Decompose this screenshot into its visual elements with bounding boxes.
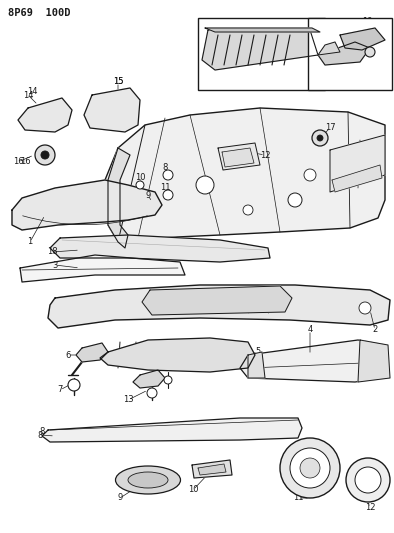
Circle shape [164,376,172,384]
Text: 19: 19 [362,18,372,27]
Polygon shape [248,352,265,378]
Polygon shape [218,143,260,170]
Polygon shape [108,148,130,248]
Circle shape [68,379,80,391]
Circle shape [359,302,371,314]
Circle shape [304,169,316,181]
Circle shape [280,438,340,498]
Polygon shape [84,88,140,132]
Text: 6: 6 [65,351,71,359]
Text: 18: 18 [46,247,57,256]
Polygon shape [202,30,318,70]
Text: 12: 12 [365,504,375,513]
Text: 8: 8 [162,164,168,173]
Text: 16: 16 [20,157,30,166]
Polygon shape [332,165,382,192]
Polygon shape [105,108,385,242]
Polygon shape [50,235,270,262]
Circle shape [163,190,173,200]
Text: 3: 3 [52,261,58,270]
Polygon shape [100,338,255,372]
Circle shape [41,151,49,159]
Circle shape [355,467,381,493]
Text: 5: 5 [255,348,260,357]
Circle shape [136,181,144,189]
Text: 16: 16 [13,157,23,166]
Text: 9: 9 [145,190,151,199]
Text: 20: 20 [340,74,350,83]
Circle shape [300,458,320,478]
Text: 14: 14 [23,91,33,100]
Polygon shape [48,285,390,328]
Polygon shape [20,255,185,282]
Text: 17: 17 [325,124,335,133]
Text: 7: 7 [57,385,63,394]
Ellipse shape [128,472,168,488]
Polygon shape [222,148,254,167]
Text: 21: 21 [265,74,275,83]
Polygon shape [318,42,340,55]
Circle shape [346,458,390,502]
Bar [198,18,325,90]
Polygon shape [18,98,72,132]
Text: 13: 13 [123,395,133,405]
Polygon shape [142,286,292,315]
Text: 8P69  100D: 8P69 100D [8,8,71,18]
Text: 20: 20 [345,68,355,77]
Text: 11: 11 [160,183,170,192]
Bar [308,18,392,90]
Circle shape [147,388,157,398]
Polygon shape [42,418,302,442]
Text: 2: 2 [372,326,377,335]
Circle shape [288,193,302,207]
Text: 10: 10 [188,486,198,495]
Circle shape [290,448,330,488]
Text: 8: 8 [39,427,45,437]
Text: 21: 21 [263,77,273,86]
Circle shape [365,47,375,57]
Circle shape [163,170,173,180]
Circle shape [243,205,253,215]
Text: 15: 15 [113,77,123,86]
Polygon shape [240,340,388,382]
Polygon shape [12,180,162,230]
Text: 14: 14 [27,87,37,96]
Polygon shape [205,28,320,32]
Polygon shape [358,340,390,382]
Text: 12: 12 [260,150,270,159]
Ellipse shape [115,466,180,494]
Text: 1: 1 [27,238,33,246]
Polygon shape [192,460,232,478]
Text: 4: 4 [307,326,312,335]
Text: 8: 8 [37,431,43,440]
Text: 10: 10 [135,174,145,182]
Text: 9: 9 [117,494,123,503]
Polygon shape [76,343,108,362]
Text: 15: 15 [113,77,123,86]
Polygon shape [340,28,385,50]
Polygon shape [330,135,385,192]
Text: 11: 11 [293,494,303,503]
Circle shape [196,176,214,194]
Polygon shape [198,464,226,475]
Polygon shape [133,370,165,388]
Circle shape [317,135,323,141]
Polygon shape [318,42,370,65]
Circle shape [312,130,328,146]
Text: 19: 19 [365,20,375,28]
Circle shape [35,145,55,165]
